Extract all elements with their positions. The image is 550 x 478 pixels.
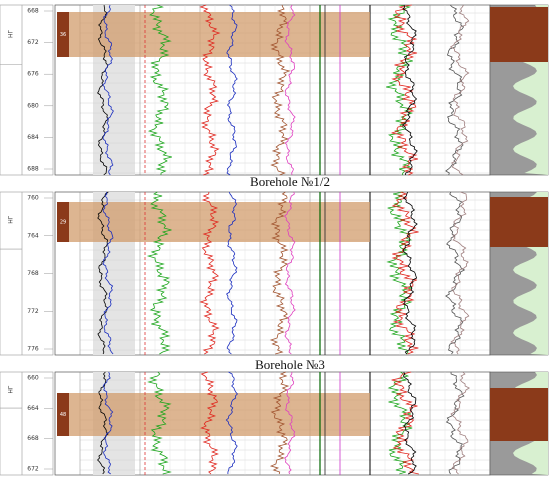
log-curve: [391, 4, 419, 176]
log-curve: [445, 371, 465, 475]
log-curve: [147, 4, 172, 176]
log-curve: [97, 4, 109, 176]
layer-tag: [57, 12, 69, 57]
depth-label: 680: [27, 102, 39, 109]
layer-tag: [57, 393, 69, 436]
log-curve: [284, 371, 296, 475]
depth-label: 664: [27, 405, 39, 412]
depth-label: 672: [27, 39, 39, 46]
log-curve: [199, 4, 221, 176]
log-curve: [391, 191, 419, 355]
layer-label: 48: [60, 412, 66, 418]
log-curve: [97, 371, 109, 475]
depth-label: 772: [27, 308, 39, 315]
log-curve: [269, 191, 290, 355]
unit-label: НГ: [8, 215, 15, 224]
unit-label: НГ: [8, 385, 15, 394]
lithology-clay: [490, 388, 548, 441]
lithology-clay: [490, 197, 548, 247]
depth-label: 684: [27, 134, 39, 141]
log-curve: [401, 4, 418, 176]
depth-label: 676: [27, 71, 39, 78]
log-curve: [147, 371, 172, 475]
depth-label: 672: [27, 466, 39, 473]
depth-column: [0, 371, 54, 476]
log-curve: [402, 191, 418, 355]
layer-tag: [57, 202, 69, 242]
log-curve: [386, 191, 413, 355]
unit-label: НГ: [8, 29, 15, 38]
log-curve: [200, 371, 219, 475]
log-curve: [146, 191, 172, 355]
log-curve: [445, 191, 466, 355]
log-curve: [226, 4, 238, 176]
depth-label: 660: [27, 375, 39, 382]
depth-label: 776: [27, 346, 39, 353]
log-curve: [97, 191, 109, 355]
layer-band: [57, 393, 370, 436]
log-curve: [449, 4, 470, 176]
log-curve: [450, 191, 470, 355]
depth-column: [0, 4, 54, 176]
log-curve: [402, 371, 417, 475]
log-curve: [391, 371, 419, 475]
log-curve: [387, 371, 413, 475]
layer-label: 29: [60, 220, 66, 226]
caption: Borehole №3: [255, 357, 325, 372]
lithology-clay: [490, 7, 548, 62]
log-curve: [284, 4, 296, 176]
log-curve: [102, 4, 114, 176]
depth-label: 764: [27, 232, 39, 239]
depth-label: 668: [27, 435, 39, 442]
log-curve: [102, 371, 114, 475]
log-curve: [226, 191, 238, 355]
depth-label: 668: [27, 8, 39, 15]
log-curve: [270, 4, 291, 176]
depth-label: 768: [27, 270, 39, 277]
depth-label: 688: [27, 166, 39, 173]
log-curve: [269, 371, 290, 475]
log-curve: [199, 191, 220, 355]
layer-label: 36: [60, 32, 66, 38]
caption: Borehole №1/2: [250, 174, 330, 189]
layer-band: [57, 12, 370, 57]
log-curve: [102, 191, 114, 355]
log-curve: [445, 4, 465, 176]
log-curve: [450, 371, 471, 475]
depth-label: 760: [27, 195, 39, 202]
log-curve: [225, 371, 238, 474]
log-curve: [283, 191, 296, 355]
